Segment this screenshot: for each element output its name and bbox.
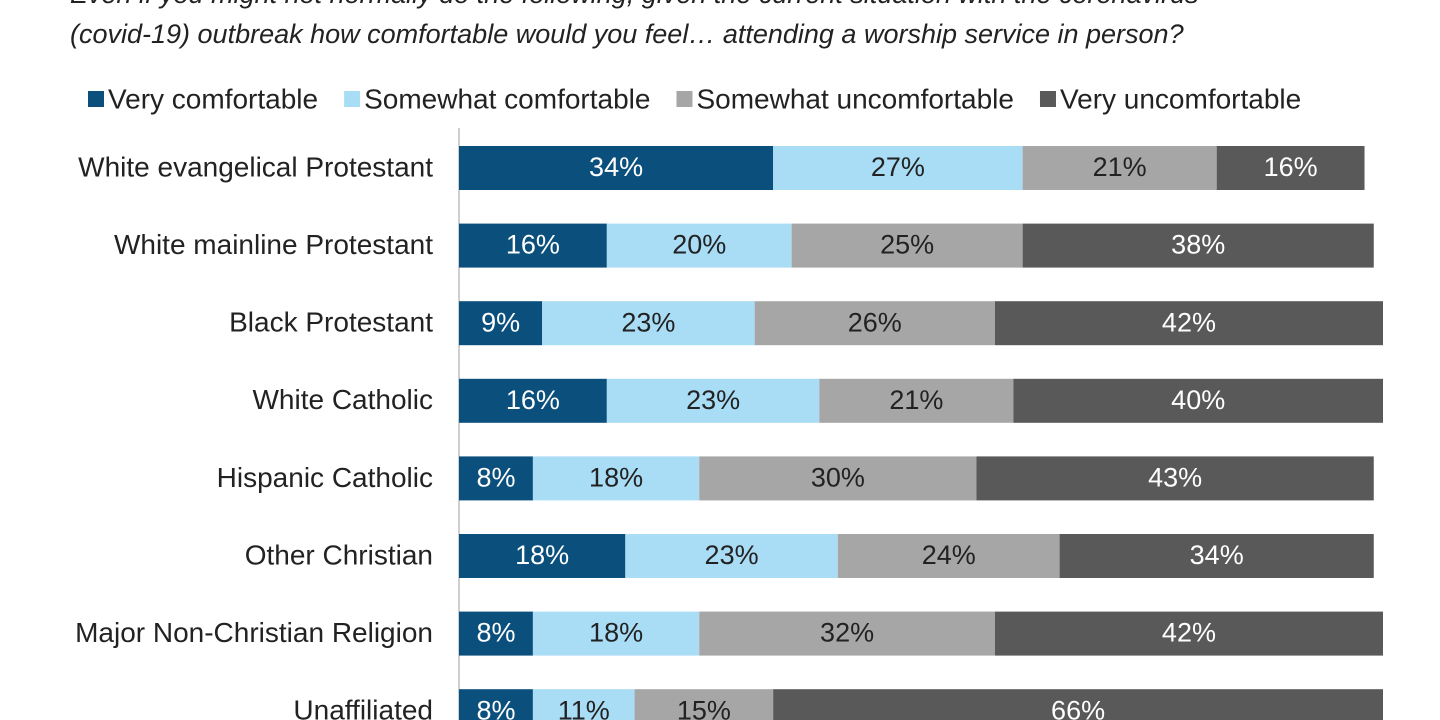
- data-label: 23%: [686, 385, 740, 415]
- data-label: 40%: [1171, 385, 1225, 415]
- data-label: 43%: [1148, 463, 1202, 493]
- bar-segment: [1216, 146, 1365, 190]
- legend-swatch: [1039, 91, 1056, 107]
- bar-segment: [994, 611, 1383, 656]
- data-label: 8%: [476, 695, 515, 720]
- data-label: 26%: [848, 307, 902, 337]
- legend-label: Very uncomfortable: [1060, 83, 1301, 114]
- bar-segment: [459, 301, 543, 346]
- data-label: 34%: [589, 152, 643, 182]
- bar-segment: [606, 223, 792, 268]
- category-label: Major Non-Christian Religion: [75, 617, 433, 648]
- data-label: 16%: [1264, 152, 1318, 182]
- data-label: 18%: [589, 618, 643, 648]
- data-label: 66%: [1051, 695, 1105, 720]
- category-label: Black Protestant: [229, 307, 433, 338]
- legend-swatch: [344, 91, 361, 107]
- legend-swatch: [88, 91, 104, 107]
- bar-segment: [1013, 378, 1383, 423]
- category-label: Other Christian: [245, 539, 433, 570]
- data-label: 21%: [1093, 152, 1147, 182]
- bar-segment: [699, 456, 977, 501]
- data-label: 34%: [1190, 540, 1244, 570]
- data-label: 27%: [871, 152, 925, 182]
- data-label: 16%: [506, 230, 560, 260]
- bar-segment: [773, 146, 1023, 190]
- bar-segment: [1022, 223, 1374, 268]
- bar-segment: [976, 456, 1374, 501]
- bar-segment: [459, 223, 607, 268]
- category-label: White Catholic: [252, 384, 433, 415]
- data-label: 8%: [476, 463, 515, 493]
- data-label: 23%: [621, 307, 675, 337]
- category-label: White mainline Protestant: [114, 229, 433, 260]
- bar-segment: [699, 611, 995, 656]
- data-label: 30%: [811, 463, 865, 493]
- data-label: 11%: [558, 695, 610, 720]
- bar-segment: [994, 301, 1383, 346]
- data-label: 15%: [677, 695, 731, 720]
- data-label: 38%: [1171, 230, 1225, 260]
- data-label: 16%: [506, 385, 560, 415]
- bar-segment: [625, 534, 838, 578]
- data-label: 18%: [589, 463, 643, 493]
- bar-segment: [459, 534, 626, 578]
- data-label: 8%: [476, 618, 515, 648]
- legend-label: Somewhat uncomfortable: [696, 83, 1014, 114]
- bar-segment: [542, 301, 755, 346]
- legend-label: Very comfortable: [108, 83, 318, 114]
- bar-segment: [773, 689, 1383, 720]
- data-label: 18%: [515, 540, 569, 570]
- data-label: 21%: [889, 385, 943, 415]
- data-label: 42%: [1162, 307, 1216, 337]
- data-label: 25%: [880, 230, 934, 260]
- data-label: 32%: [820, 618, 874, 648]
- data-label: 20%: [672, 230, 726, 260]
- bar-segment: [819, 378, 1014, 423]
- bar-segment: [606, 378, 820, 423]
- bar-segment: [1059, 534, 1374, 578]
- bar-segment: [459, 456, 533, 501]
- bar-segment: [532, 611, 700, 656]
- bar-segment: [459, 146, 774, 190]
- bar-segment: [1022, 146, 1217, 190]
- data-label: 23%: [705, 540, 759, 570]
- bar-segment: [634, 689, 774, 720]
- legend-label: Somewhat comfortable: [364, 83, 650, 114]
- bar-segment: [459, 611, 533, 656]
- data-label: 42%: [1162, 618, 1216, 648]
- bar-segment: [791, 223, 1023, 268]
- bar-segment: [837, 534, 1060, 578]
- question-line-1: Even if you might not normally do the fo…: [70, 0, 1410, 14]
- data-label: 9%: [481, 307, 520, 337]
- bar-segment: [459, 378, 607, 423]
- category-label: Hispanic Catholic: [217, 462, 433, 493]
- category-label: Unaffiliated: [293, 695, 433, 720]
- legend-swatch: [676, 91, 693, 107]
- bar-segment: [459, 689, 533, 720]
- chart-question: Even if you might not normally do the fo…: [70, 0, 1410, 54]
- category-label: White evangelical Protestant: [78, 151, 433, 182]
- bar-segment: [754, 301, 995, 346]
- bar-segment: [532, 689, 635, 720]
- question-line-2: (covid-19) outbreak how comfortable woul…: [70, 19, 1184, 49]
- data-label: 24%: [922, 540, 976, 570]
- bar-segment: [532, 456, 700, 501]
